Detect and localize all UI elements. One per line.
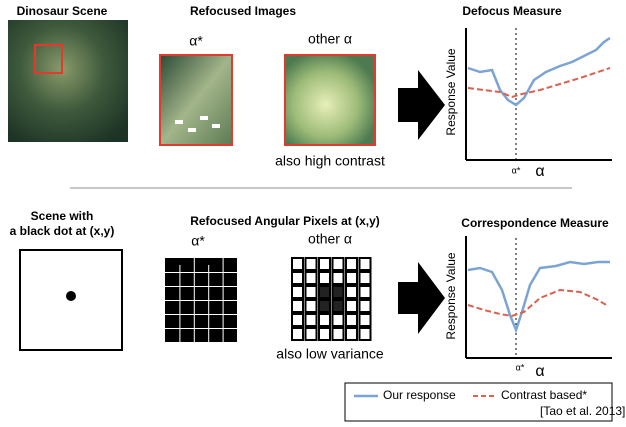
axis-alpha-star: α* (512, 165, 521, 175)
arrow (398, 70, 445, 140)
pixel (306, 286, 317, 298)
pixel (333, 258, 344, 270)
pixel (319, 328, 330, 340)
pixel (292, 286, 303, 298)
pixel (292, 300, 303, 312)
pixel (306, 258, 317, 270)
measure-title: Defocus Measure (462, 4, 562, 18)
pixel (306, 300, 317, 312)
arrow (398, 262, 445, 334)
pixel (346, 328, 357, 340)
pixel (346, 286, 357, 298)
pixel (292, 258, 303, 270)
pixel (306, 272, 317, 284)
pixel (346, 258, 357, 270)
other-alpha: other α (308, 31, 352, 47)
pixel (165, 314, 237, 315)
legend-citation: [Tao et al. 2013] (540, 404, 625, 418)
pixel (333, 300, 344, 312)
refocus-title: Refocused Angular Pixels at (x,y) (190, 214, 380, 228)
pixel (360, 314, 371, 326)
pixel (208, 265, 209, 349)
pixel (346, 314, 357, 326)
pixel (165, 300, 237, 301)
alpha-star: α* (189, 33, 203, 49)
y-label: Response Value (444, 48, 458, 135)
contrast-curve (468, 290, 608, 316)
pixel (360, 286, 371, 298)
pixel (360, 328, 371, 340)
pixel (333, 328, 344, 340)
pixel (306, 328, 317, 340)
black-dot (66, 291, 76, 301)
varied-pixel-grid (292, 258, 371, 340)
axis-alpha: α (535, 363, 544, 380)
pixel (319, 258, 330, 270)
our-response-curve (468, 38, 610, 105)
pixel (223, 258, 224, 342)
axis-alpha-star: α* (516, 362, 525, 372)
note: also high contrast (275, 153, 385, 169)
pixel (292, 272, 303, 284)
pixel (194, 258, 195, 342)
refocus-title: Refocused Images (190, 4, 296, 18)
dinosaur-photo (8, 20, 128, 142)
pixel (319, 300, 330, 312)
pixel (165, 272, 237, 273)
legend-label: Our response (383, 388, 456, 402)
pixel (179, 265, 180, 349)
contrast-curve (468, 68, 610, 97)
scene-title: a black dot at (x,y) (10, 224, 115, 238)
pixel (360, 272, 371, 284)
pixel (360, 258, 371, 270)
note: also low variance (276, 346, 384, 362)
pixel (333, 286, 344, 298)
alpha-star: α* (191, 233, 205, 249)
pixel (346, 300, 357, 312)
figure: Dinosaur Scene Refocused Images α* other… (0, 0, 626, 427)
pixel (292, 328, 303, 340)
pixel (333, 314, 344, 326)
measure-title: Correspondence Measure (461, 216, 609, 230)
pixel (306, 314, 317, 326)
pixel (319, 272, 330, 284)
y-label: Response Value (444, 252, 458, 339)
pixel (319, 314, 330, 326)
pixel (165, 328, 237, 329)
pixel (319, 286, 330, 298)
blurred-image (285, 55, 375, 145)
pixel (165, 286, 237, 287)
pixel (360, 300, 371, 312)
scene-title: Dinosaur Scene (17, 4, 108, 18)
black-pixel-grid (165, 258, 237, 349)
scene-title: Scene with (31, 209, 94, 223)
pixel (346, 272, 357, 284)
pixel (333, 272, 344, 284)
other-alpha: other α (308, 231, 352, 247)
pixel (292, 314, 303, 326)
axis-alpha: α (535, 163, 544, 180)
legend-label: Contrast based* (501, 388, 587, 402)
